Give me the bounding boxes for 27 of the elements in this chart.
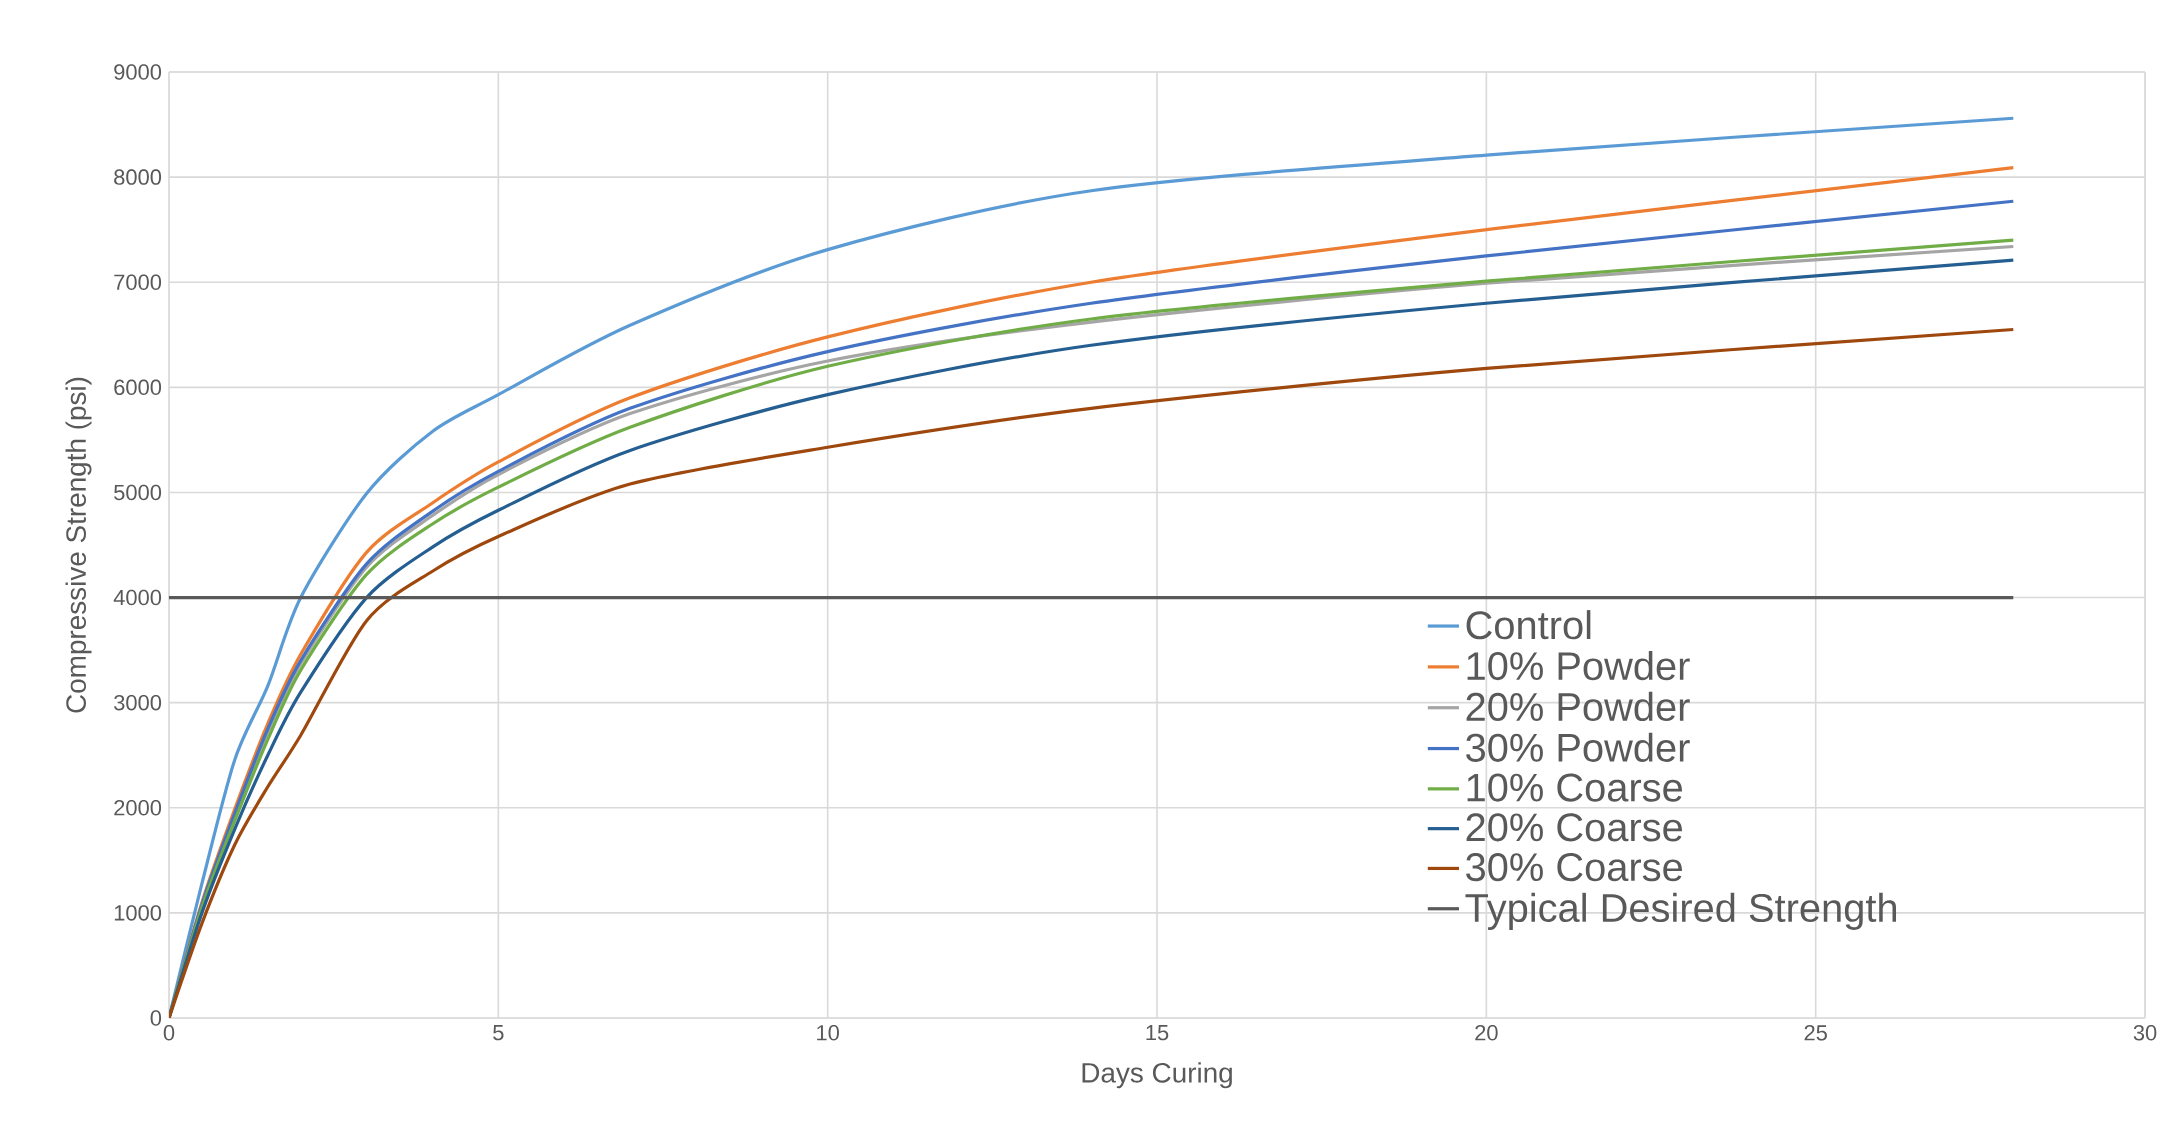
- y-tick-label: 2000: [114, 800, 162, 816]
- x-tick-label: 30: [2133, 1025, 2157, 1041]
- x-tick-label: 20: [1475, 1025, 1498, 1041]
- x-tick-label: 5: [493, 1025, 504, 1041]
- y-tick-label: 9000: [114, 64, 162, 80]
- x-tick-label: 0: [163, 1025, 175, 1041]
- y-tick-label: 6000: [114, 379, 162, 396]
- legend-label: 20% Coarse: [1466, 813, 1682, 842]
- x-tick-label: 25: [1804, 1025, 1827, 1041]
- y-tick-label: 3000: [114, 694, 162, 711]
- legend-label: 20% Powder: [1466, 691, 1690, 722]
- x-tick-label: 15: [1146, 1025, 1169, 1041]
- legend-label: Control: [1466, 610, 1591, 640]
- y-axis-title: Compressive Strength (psi): [65, 377, 92, 713]
- legend-label: 10% Powder: [1467, 650, 1690, 681]
- y-tick-label: 7000: [114, 274, 162, 290]
- y-tick-label: 5000: [114, 484, 162, 501]
- x-axis-title: Days Curing: [1082, 1062, 1232, 1089]
- legend-label: Typical Desired Strength: [1465, 892, 1897, 930]
- y-tick-label: 8000: [114, 169, 162, 185]
- x-tick-label: 10: [817, 1025, 839, 1041]
- y-tick-label: 4000: [113, 589, 162, 606]
- y-tick-label: 1000: [114, 905, 162, 921]
- y-tick-label: 0: [150, 1010, 162, 1026]
- legend-label: 30% Coarse: [1466, 853, 1682, 882]
- legend-label: 10% Coarse: [1467, 773, 1682, 802]
- legend-label: 30% Powder: [1466, 732, 1690, 762]
